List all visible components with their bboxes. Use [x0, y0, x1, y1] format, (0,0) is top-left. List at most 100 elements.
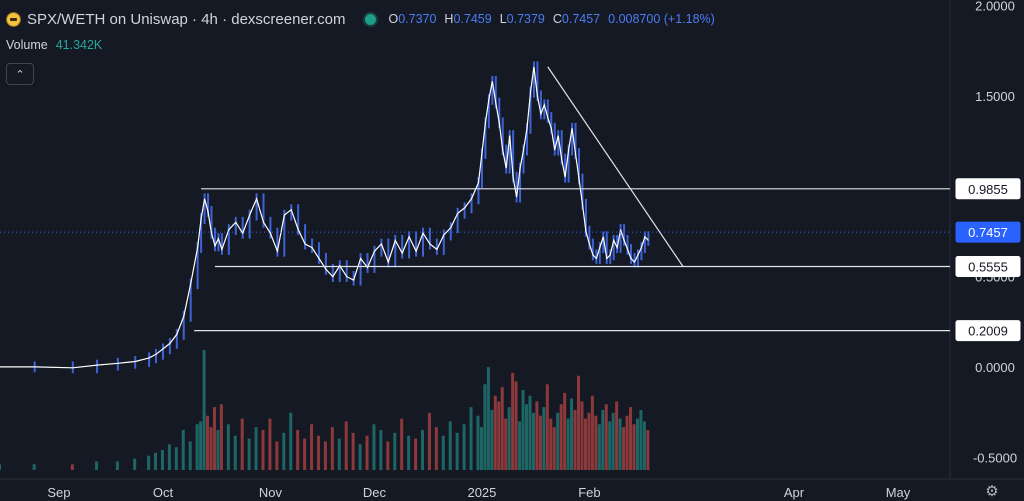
volume-bar: [615, 401, 619, 470]
volume-bar: [573, 410, 577, 470]
level-price-label: 0.9855: [968, 182, 1008, 197]
chevron-up-icon: ⌃: [15, 68, 25, 81]
volume-bar: [282, 432, 286, 470]
volume-bar: [469, 407, 473, 470]
volume-bar: [70, 464, 74, 470]
volume-bar: [233, 435, 237, 470]
spx-token-icon: [6, 11, 21, 27]
volume-bar: [414, 438, 418, 470]
x-tick-label: Apr: [784, 485, 805, 500]
volume-bar: [115, 461, 119, 470]
x-tick-label: Oct: [153, 485, 174, 500]
volume-bars: [0, 350, 650, 470]
chart-title: SPX/WETH on Uniswap · 4h · dexscreener.c…: [27, 10, 346, 28]
volume-bar: [296, 430, 300, 470]
price-line: [0, 66, 649, 369]
volume-bar: [344, 421, 348, 470]
x-tick-label: Nov: [259, 485, 283, 500]
trendline: [547, 66, 684, 267]
volume-bar: [570, 398, 574, 470]
legend-collapse-button[interactable]: ⌃: [6, 63, 34, 85]
volume-bar: [525, 404, 529, 470]
volume-bar: [420, 430, 424, 470]
volume-bar: [542, 407, 546, 470]
volume-bar: [154, 452, 158, 470]
volume-bar: [448, 421, 452, 470]
volume-bar: [479, 427, 483, 470]
volume-bar: [310, 424, 314, 470]
volume-bar: [559, 404, 563, 470]
volume-bar: [500, 387, 504, 470]
volume-bar: [531, 412, 535, 470]
volume-bar: [635, 418, 639, 470]
ohlc-change-value: 0.008700 (+1.18%): [608, 12, 715, 26]
volume-bar: [219, 404, 223, 470]
volume-bar: [351, 432, 355, 470]
volume-bar: [202, 350, 206, 470]
volume-label: Volume: [6, 38, 48, 52]
current-price-label: 0.7457: [968, 225, 1008, 240]
gear-icon[interactable]: ⚙: [985, 483, 999, 500]
volume-legend: Volume 41.342K: [6, 38, 102, 52]
ohlc-high-value: 0.7459: [453, 12, 492, 26]
volume-bar: [167, 444, 171, 470]
volume-bar: [552, 427, 556, 470]
volume-bar: [133, 458, 137, 470]
volume-bar: [303, 438, 307, 470]
volume-bar: [400, 418, 404, 470]
volume-bar: [330, 427, 334, 470]
volume-bar: [427, 412, 431, 470]
volume-bar: [393, 432, 397, 470]
volume-bar: [632, 424, 636, 470]
volume-bar: [379, 430, 383, 470]
ohlc-close-value: 0.7457: [561, 12, 601, 26]
volume-bar: [199, 421, 203, 470]
x-tick-label: May: [886, 485, 911, 500]
level-price-tag: [955, 256, 1021, 278]
ohlc-low-key: L: [499, 12, 507, 26]
volume-bar: [563, 392, 567, 470]
live-status-dot: [365, 13, 377, 25]
volume-bar: [594, 415, 598, 470]
volume-bar: [195, 424, 199, 470]
y-tick-label: 0.0000: [975, 360, 1015, 375]
volume-bar: [160, 450, 164, 470]
level-price-tag: [955, 178, 1021, 200]
volume-bar: [372, 424, 376, 470]
volume-bar: [358, 444, 362, 470]
candle-wicks: [33, 61, 650, 374]
volume-bar: [601, 410, 605, 470]
volume-bar: [577, 375, 581, 470]
volume-bar: [216, 430, 220, 470]
volume-bar: [518, 421, 522, 470]
volume-bar: [226, 424, 230, 470]
volume-bar: [611, 412, 615, 470]
volume-bar: [504, 418, 508, 470]
y-tick-label: 1.5000: [975, 89, 1015, 104]
volume-bar: [521, 390, 525, 470]
volume-bar: [323, 441, 327, 470]
volume-bar: [486, 367, 490, 470]
volume-bar: [528, 395, 532, 470]
volume-bar: [646, 430, 650, 470]
volume-bar: [583, 418, 587, 470]
volume-bar: [642, 421, 646, 470]
volume-bar: [507, 407, 511, 470]
volume-bar: [629, 407, 633, 470]
x-tick-label: Dec: [363, 485, 387, 500]
ohlc-open-key: O: [388, 12, 399, 26]
volume-bar: [493, 395, 497, 470]
level-price-label: 0.5555: [968, 260, 1008, 275]
volume-bar: [254, 427, 258, 470]
volume-bar: [483, 384, 487, 470]
volume-bar: [597, 424, 601, 470]
volume-bar: [490, 410, 494, 470]
volume-bar: [580, 401, 584, 470]
volume-bar: [261, 430, 265, 470]
volume-bar: [538, 415, 542, 470]
volume-bar: [337, 438, 341, 470]
level-price-tag: [955, 320, 1021, 342]
volume-bar: [514, 381, 518, 470]
volume-bar: [434, 427, 438, 470]
